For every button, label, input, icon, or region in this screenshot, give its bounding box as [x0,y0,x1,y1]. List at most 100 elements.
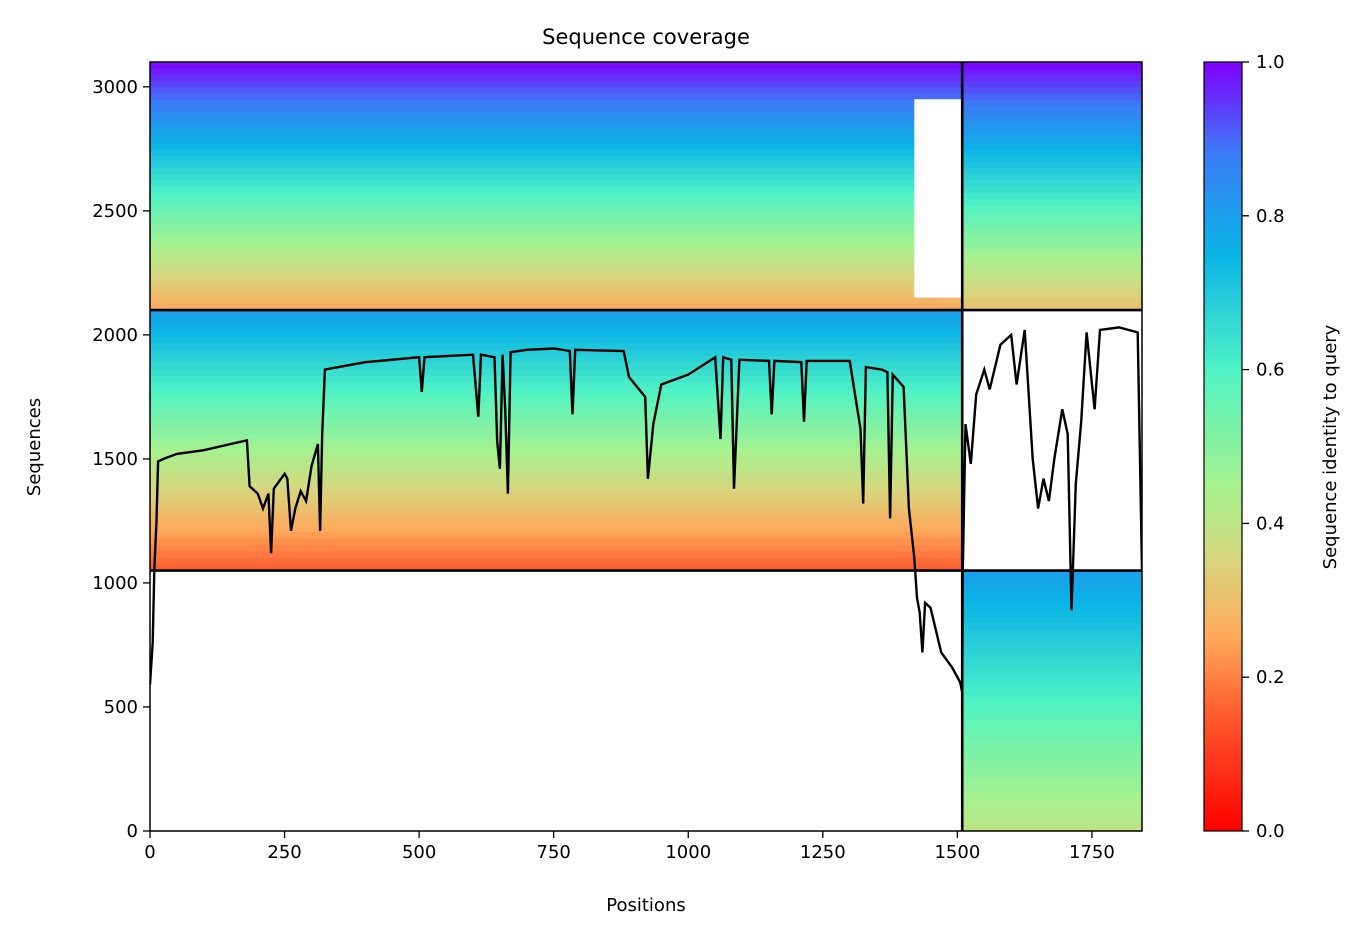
heatmap-band [150,466,963,474]
heatmap-band [150,394,963,402]
heatmap-band [962,739,1142,747]
heatmap-band [962,759,1142,767]
colorbar-tick-label: 0.8 [1256,206,1285,227]
heatmap-band [150,161,963,168]
colorbar-tick-label: 0.0 [1256,821,1285,842]
heatmap-band [962,285,1142,292]
y-axis-label: Sequences [24,398,45,496]
heatmap-band [150,388,963,396]
y-tick-label: 1500 [92,449,138,470]
heatmap-band [962,720,1142,728]
x-tick-label: 1000 [665,842,711,863]
heatmap-band [962,279,1142,286]
heatmap-band [962,713,1142,721]
x-tick-label: 1500 [934,842,980,863]
x-tick-label: 0 [144,842,155,863]
heatmap-band [150,229,963,237]
heatmap-band [150,472,963,480]
heatmap-band [962,260,1142,268]
heatmap-band [150,381,963,389]
heatmap-band [150,518,963,526]
heatmap-band [150,427,963,435]
plot-frame [149,61,1143,832]
heatmap-band [962,136,1142,144]
heatmap-band [962,204,1142,212]
heatmap-band [962,596,1142,604]
heatmap-band [962,93,1142,100]
heatmap-band [150,111,963,119]
chain-boundaries [150,62,1142,831]
heatmap-band [962,303,1142,311]
heatmap-band [150,531,963,539]
heatmap-band [962,186,1142,193]
heatmap-band [150,179,963,187]
heatmap-band [962,570,1142,578]
heatmap-band [962,130,1142,137]
heatmap-band [962,700,1142,708]
heatmap-band [150,329,963,337]
y-tick-label: 2500 [92,201,138,222]
y-tick-label: 500 [104,697,138,718]
heatmap-band [150,204,963,212]
heatmap-band [962,668,1142,676]
heatmap-band [150,291,963,299]
heatmap-band [150,446,963,454]
heatmap-band [150,368,963,376]
heatmap-band [962,687,1142,695]
heatmap-band [150,355,963,363]
heatmap-block [962,62,1142,311]
colorbar [1203,61,1243,832]
x-tick-label: 1250 [800,842,846,863]
heatmap-band [962,179,1142,187]
heatmap-band [150,342,963,350]
heatmap-band [150,550,963,559]
heatmap-band [962,785,1142,793]
heatmap-band [150,349,963,357]
heatmap-band [962,124,1142,131]
heatmap-band [150,254,963,261]
heatmap-band [150,217,963,224]
heatmap-band [962,254,1142,261]
heatmap-band [962,733,1142,741]
x-tick-label: 750 [537,842,571,863]
heatmap-band [150,303,963,311]
heatmap-band [150,105,963,113]
heatmap-band [962,74,1142,82]
heatmap-band [962,824,1142,831]
heatmap-band [962,155,1142,162]
heatmap-band [150,117,963,125]
heatmap-block [150,310,963,572]
heatmap-band [150,241,963,249]
heatmap-band [962,765,1142,773]
heatmap-band [962,590,1142,598]
heatmap-band [150,310,963,318]
heatmap-band [150,155,963,162]
heatmap-band [150,130,963,137]
y-axis-ticks: 0 500 1000 1500 2000 2500 3000 [92,77,150,842]
colorbar-tick-label: 0.2 [1256,667,1285,688]
heatmap-band [962,241,1142,249]
heatmap-band [150,192,963,199]
heatmap-band [150,453,963,461]
heatmap-band [150,210,963,218]
heatmap-band [962,603,1142,611]
heatmap-band [150,279,963,286]
heatmap-band [150,223,963,230]
heatmap-band [962,655,1142,663]
heatmap-band [962,173,1142,181]
heatmap-band [150,459,963,467]
heatmap-band [962,99,1142,106]
heatmap-band [150,235,963,243]
heatmap-band [150,323,963,331]
heatmap-band [962,609,1142,617]
heatmap-band [962,210,1142,218]
colorbar-label: Sequence identity to query [1320,324,1341,569]
heatmap-band [962,804,1142,812]
heatmap-band [962,752,1142,760]
heatmap-band [962,811,1142,819]
coverage-line [150,326,1142,693]
heatmap-band [962,778,1142,786]
heatmap-band [962,68,1142,75]
heatmap-band [150,440,963,448]
heatmap-band [150,173,963,181]
